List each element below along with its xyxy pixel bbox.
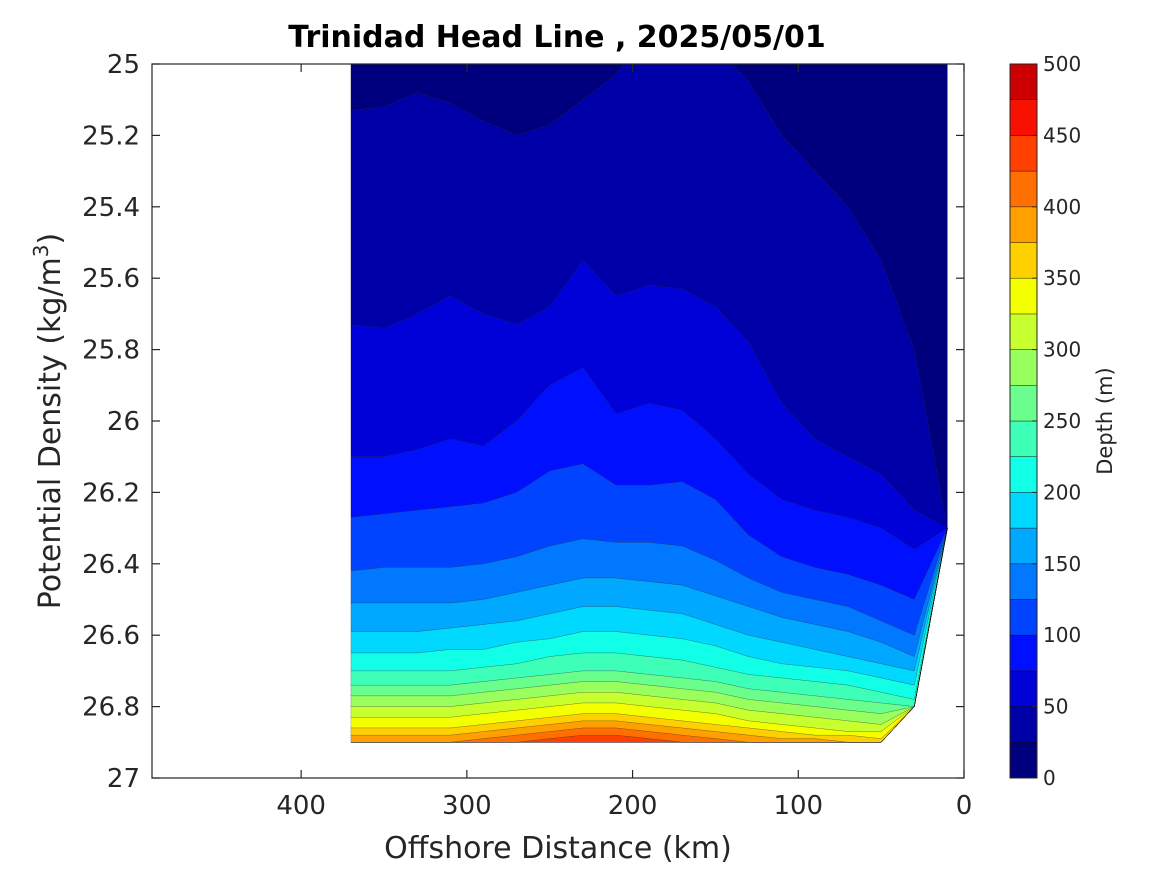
colorbar-band-125 [1009, 563, 1038, 600]
colorbar-band-400 [1009, 170, 1038, 208]
x-tick-label-300: 300 [442, 791, 492, 821]
contour-band-475-500 [350, 528, 948, 743]
y-axis-label-superscript: 3 [29, 244, 53, 257]
y-tick-label-10: 27 [107, 764, 140, 794]
colorbar-band-150 [1009, 527, 1038, 565]
contour-band-50-75 [350, 260, 948, 550]
y-axis-label-main: Potential Density (kg/m [33, 257, 68, 609]
y-tick-label-5: 26 [107, 407, 140, 437]
colorbar-tick-label-500: 500 [1043, 52, 1081, 76]
colorbar-tick-label-50: 50 [1043, 695, 1068, 719]
y-tick-label-4: 25.8 [82, 336, 140, 366]
colorbar-band-175 [1009, 492, 1038, 529]
chart-title: Trinidad Head Line , 2025/05/01 [288, 20, 825, 55]
colorbar-tick-label-150: 150 [1043, 552, 1081, 576]
y-tick-label-2: 25.4 [82, 193, 140, 223]
colorbar-band-275 [1009, 349, 1038, 386]
colorbar-bands [1009, 63, 1038, 779]
colorbar-tick-label-300: 300 [1043, 338, 1081, 362]
x-tick-label-200: 200 [608, 791, 658, 821]
colorbar-ticks: 0 50 100 150 200 250 300 350 400 450 500 [1032, 52, 1081, 790]
x-tick-label-400: 400 [276, 791, 326, 821]
x-tick-label-100: 100 [773, 791, 823, 821]
colorbar-tick-label-250: 250 [1043, 409, 1081, 433]
colorbar-band-350 [1009, 242, 1038, 279]
colorbar-band-50 [1009, 670, 1038, 707]
colorbar-band-75 [1009, 634, 1038, 672]
contour-fill [350, 64, 948, 743]
y-tick-label-9: 26.8 [82, 693, 140, 723]
colorbar-band-225 [1009, 420, 1038, 458]
colorbar-tick-label-0: 0 [1043, 766, 1056, 790]
colorbar-band-475 [1009, 63, 1038, 101]
colorbar-band-250 [1009, 384, 1038, 422]
y-tick-label-1: 25.2 [82, 121, 140, 151]
colorbar-tick-label-200: 200 [1043, 480, 1081, 504]
x-tick-label-0: 0 [956, 791, 973, 821]
contour-band-325-350 [350, 528, 948, 739]
colorbar-band-325 [1009, 277, 1038, 315]
colorbar-tick-label-100: 100 [1043, 623, 1081, 647]
x-axis: 400 300 200 100 0 [276, 64, 972, 821]
plot-area: 400 300 200 100 0 25 25.2 25.4 25.6 25.8 26 26.2 26… [82, 50, 972, 821]
colorbar-band-0 [1009, 741, 1038, 779]
colorbar-band-425 [1009, 135, 1038, 172]
contour-band-200-225 [350, 528, 948, 700]
y-tick-label-7: 26.4 [82, 550, 140, 580]
colorbar-band-100 [1009, 599, 1038, 636]
contour-band-375-400 [350, 528, 948, 743]
colorbar-tick-label-450: 450 [1043, 123, 1081, 147]
colorbar-band-375 [1009, 206, 1038, 243]
colorbar-tick-label-400: 400 [1043, 195, 1081, 219]
y-tick-label-6: 26.2 [82, 478, 140, 508]
contour-band-300-325 [350, 528, 948, 732]
y-axis-label-close: ) [33, 233, 68, 245]
y-tick-label-0: 25 [107, 50, 140, 80]
y-axis-label: Potential Density (kg/m3) [29, 233, 68, 609]
contour-band-125-150 [350, 528, 948, 657]
colorbar-label: Depth (m) [1093, 367, 1117, 474]
y-tick-label-8: 26.6 [82, 621, 140, 651]
x-axis-label: Offshore Distance (km) [384, 831, 732, 866]
colorbar-band-300 [1009, 313, 1038, 350]
colorbar-tick-label-350: 350 [1043, 266, 1081, 290]
contour-band-150-175 [350, 528, 948, 672]
colorbar-band-200 [1009, 456, 1038, 493]
colorbar-band-25 [1009, 706, 1038, 743]
y-axis: 25 25.2 25.4 25.6 25.8 26 26.2 26.4 26.6 26.8 27 [82, 50, 964, 794]
y-tick-label-3: 25.6 [82, 264, 140, 294]
colorbar: 0 50 100 150 200 250 300 350 400 450 500 Depth (m) [1009, 52, 1117, 790]
colorbar-band-450 [1009, 99, 1038, 136]
